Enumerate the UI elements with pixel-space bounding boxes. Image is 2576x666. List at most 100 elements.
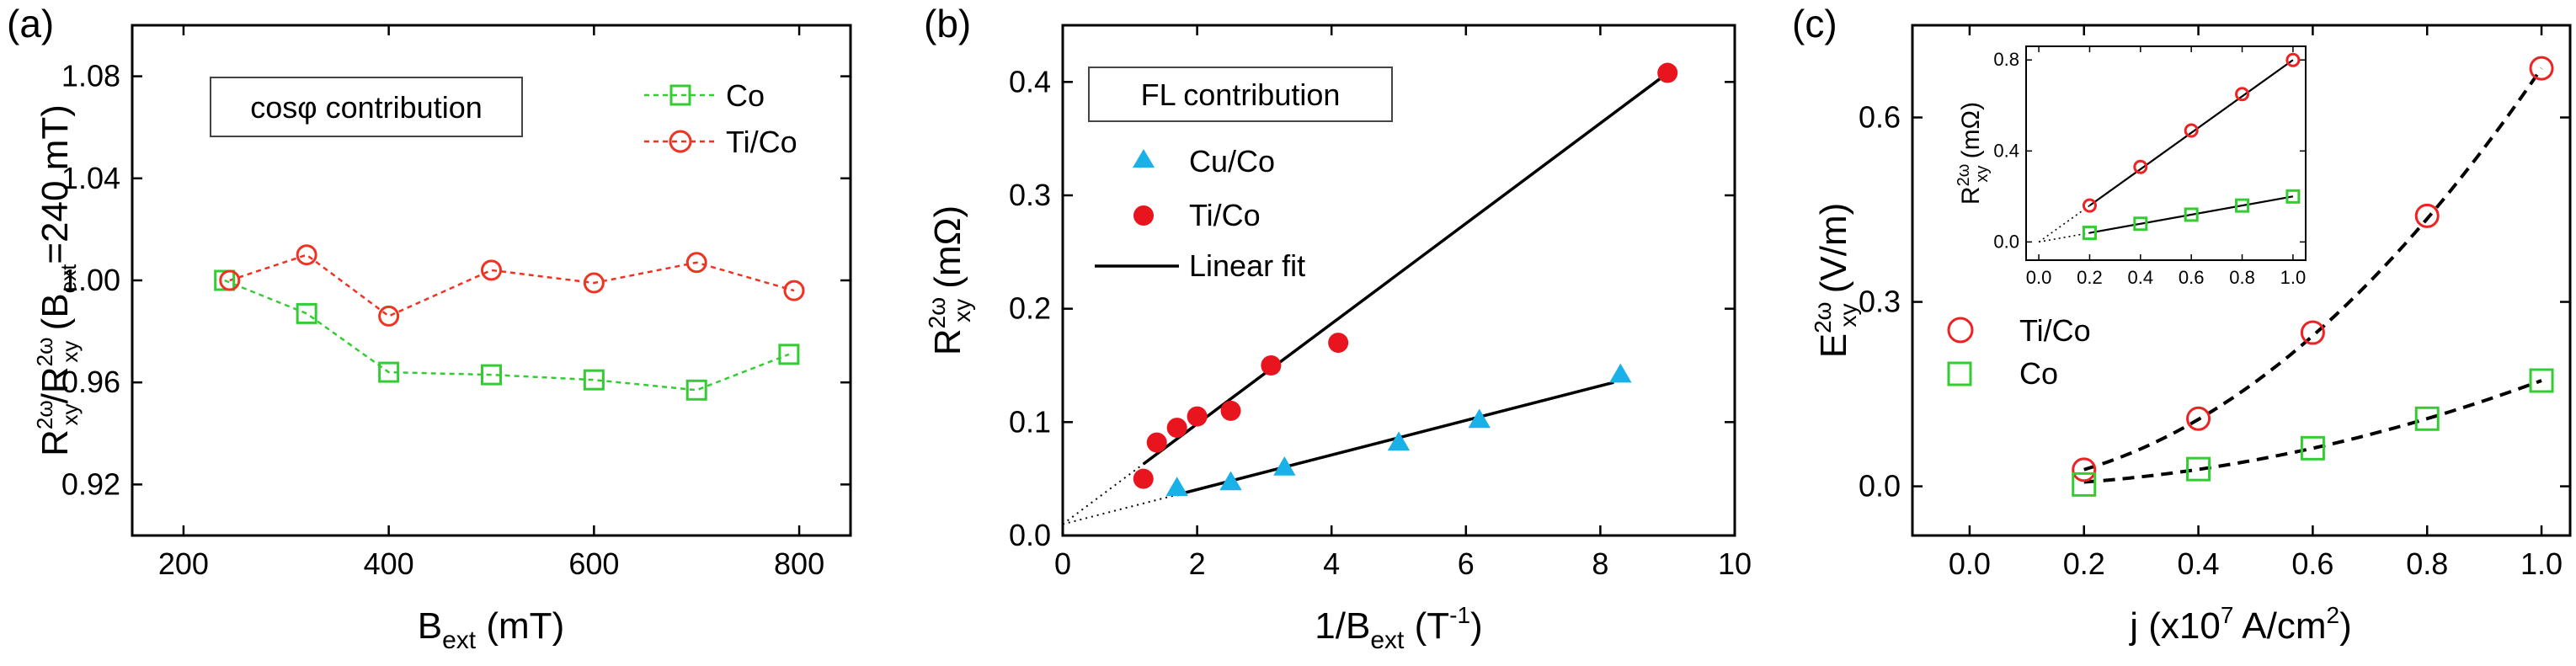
legend-b-tico-label: Ti/Co bbox=[1189, 198, 1261, 232]
data-point-co bbox=[2300, 435, 2325, 461]
inset-point-co bbox=[2133, 216, 2148, 232]
fit-extrapolation bbox=[1062, 493, 1177, 525]
x-tick-label: 0 bbox=[1054, 546, 1071, 581]
data-point-co bbox=[583, 369, 605, 391]
x-tick-label: 1.0 bbox=[2520, 546, 2563, 581]
data-point-tico bbox=[685, 252, 707, 274]
panel-c-label: (c) bbox=[1792, 2, 1837, 45]
x-tick-label: 0.4 bbox=[2128, 267, 2154, 288]
inset-point-co bbox=[2235, 198, 2250, 213]
x-tick-label: 1.0 bbox=[2280, 267, 2307, 288]
x-tick-label: 6 bbox=[1458, 546, 1475, 581]
y-tick-label: 0.92 bbox=[61, 466, 120, 501]
x-tick-label: 0.0 bbox=[2026, 267, 2052, 288]
x-tick-label: 0.4 bbox=[2178, 546, 2220, 581]
data-point-tico bbox=[1166, 418, 1187, 439]
data-point-co bbox=[778, 344, 800, 365]
panel-c-ylabel: E2ωxy (V/m) bbox=[1810, 203, 1861, 359]
y-tick-label: 0.2 bbox=[1009, 291, 1051, 326]
inset-linear-fit bbox=[2088, 59, 2294, 207]
panel-a-annotation-box bbox=[210, 77, 523, 137]
inset-frame bbox=[2025, 45, 2307, 261]
x-tick-label: 2 bbox=[1189, 546, 1206, 581]
data-point-tico bbox=[2529, 56, 2554, 81]
inset-point-tico bbox=[2285, 52, 2301, 67]
data-point-cuco bbox=[1165, 477, 1188, 497]
panel-b-frame bbox=[1061, 24, 1736, 537]
x-tick-label: 0.2 bbox=[2063, 546, 2105, 581]
x-tick-label: 200 bbox=[158, 546, 209, 581]
quadratic-fit-tico bbox=[2083, 67, 2543, 472]
y-tick-label: 0.4 bbox=[1009, 64, 1051, 99]
data-point-tico bbox=[1261, 355, 1282, 376]
legend-b-tico-marker bbox=[1133, 205, 1154, 226]
panel-a: (a) 200 400 600 800 0.92 0.96 1.00 1.04 1.08 cos… bbox=[7, 2, 852, 654]
data-point-tico bbox=[2414, 203, 2440, 228]
data-point-co bbox=[685, 379, 707, 401]
x-tick-label: 8 bbox=[1592, 546, 1608, 581]
legend-c-tico-label: Ti/Co bbox=[2019, 313, 2091, 348]
x-tick-label: 0.0 bbox=[1949, 546, 1991, 581]
data-point-tico bbox=[2072, 457, 2097, 482]
panel-a-legend: Co Ti/Co bbox=[644, 78, 797, 159]
data-point-tico bbox=[583, 272, 605, 294]
inset-point-co bbox=[2184, 207, 2199, 222]
legend-tico-label: Ti/Co bbox=[726, 125, 797, 159]
data-point-co bbox=[2529, 368, 2554, 393]
data-point-co bbox=[2186, 456, 2211, 482]
inset-point-tico bbox=[2184, 123, 2199, 138]
inset-linear-fit bbox=[2089, 195, 2294, 234]
panel-b-plot bbox=[1062, 62, 1678, 525]
panel-a-ylabel: R2ωxy/R2ωxy (Bext=240 mT) bbox=[32, 104, 83, 456]
x-tick-label: 0.2 bbox=[2077, 267, 2103, 288]
series-line-tico bbox=[229, 253, 795, 317]
panel-c-frame bbox=[1911, 24, 2572, 537]
data-point-tico bbox=[1657, 62, 1678, 83]
inset-fit-extrapolation bbox=[2038, 205, 2090, 243]
panel-a-annotation: cosφ contribution bbox=[250, 90, 482, 125]
inset-point-tico bbox=[2082, 198, 2097, 213]
data-point-co bbox=[481, 364, 502, 386]
y-tick-label: 0.1 bbox=[1009, 404, 1051, 439]
series-line-co bbox=[224, 279, 790, 392]
data-point-tico bbox=[1187, 406, 1208, 427]
data-point-cuco bbox=[1273, 456, 1296, 476]
x-tick-label: 800 bbox=[774, 546, 824, 581]
data-point-tico bbox=[378, 305, 400, 327]
legend-co-marker bbox=[669, 84, 691, 106]
legend-c-co-marker bbox=[1947, 361, 1972, 386]
panel-c-ticks: 0.0 0.2 0.4 0.6 0.8 1.0 0.0 0.3 0.6 bbox=[1859, 25, 2570, 581]
data-point-tico bbox=[219, 269, 241, 291]
y-tick-label: 0.6 bbox=[1859, 100, 1901, 135]
data-point-tico bbox=[783, 280, 805, 301]
panel-a-ticks: 200 400 600 800 0.92 0.96 1.00 1.04 1.08 bbox=[61, 25, 851, 581]
y-tick-label: 0.0 bbox=[1993, 231, 2019, 252]
legend-c-co-label: Co bbox=[2019, 356, 2058, 391]
legend-c-tico-marker bbox=[1947, 317, 1974, 344]
data-point-tico bbox=[1220, 400, 1241, 421]
data-point-cuco bbox=[1387, 431, 1411, 451]
y-tick-label: 0.0 bbox=[1009, 518, 1051, 552]
panel-b: (b) 0 2 4 6 8 10 0.0 0.1 0.2 0.3 0.4 FL contributi… bbox=[924, 2, 1752, 654]
panel-a-plot bbox=[214, 244, 805, 401]
y-tick-label: 0.3 bbox=[1009, 178, 1051, 212]
panel-b-annotation: FL contribution bbox=[1141, 77, 1341, 112]
inset-chart: 0.0 0.2 0.4 0.6 0.8 1.0 0.0 0.4 0.8 R2ωxy (mΩ) bbox=[1954, 35, 2316, 292]
y-tick-label: 1.00 bbox=[61, 263, 120, 297]
data-point-tico bbox=[2186, 406, 2211, 431]
y-tick-label: 0.4 bbox=[1993, 140, 2019, 161]
y-tick-label: 0.3 bbox=[1859, 285, 1901, 319]
data-point-cuco bbox=[1468, 408, 1491, 429]
data-point-tico bbox=[481, 259, 502, 281]
panel-b-ylabel: R2ωxy (mΩ) bbox=[924, 205, 975, 355]
data-point-tico bbox=[2300, 320, 2325, 345]
inset-ylabel: R2ωxy (mΩ) bbox=[1955, 102, 1992, 205]
panel-a-xlabel: Bext (mT) bbox=[418, 605, 564, 654]
legend-tico-marker bbox=[669, 130, 692, 153]
data-point-tico bbox=[1328, 333, 1349, 354]
quadratic-fit-co bbox=[2083, 379, 2542, 484]
x-tick-label: 0.8 bbox=[2229, 267, 2255, 288]
data-point-cuco bbox=[1609, 363, 1632, 383]
data-point-co bbox=[2414, 406, 2440, 431]
